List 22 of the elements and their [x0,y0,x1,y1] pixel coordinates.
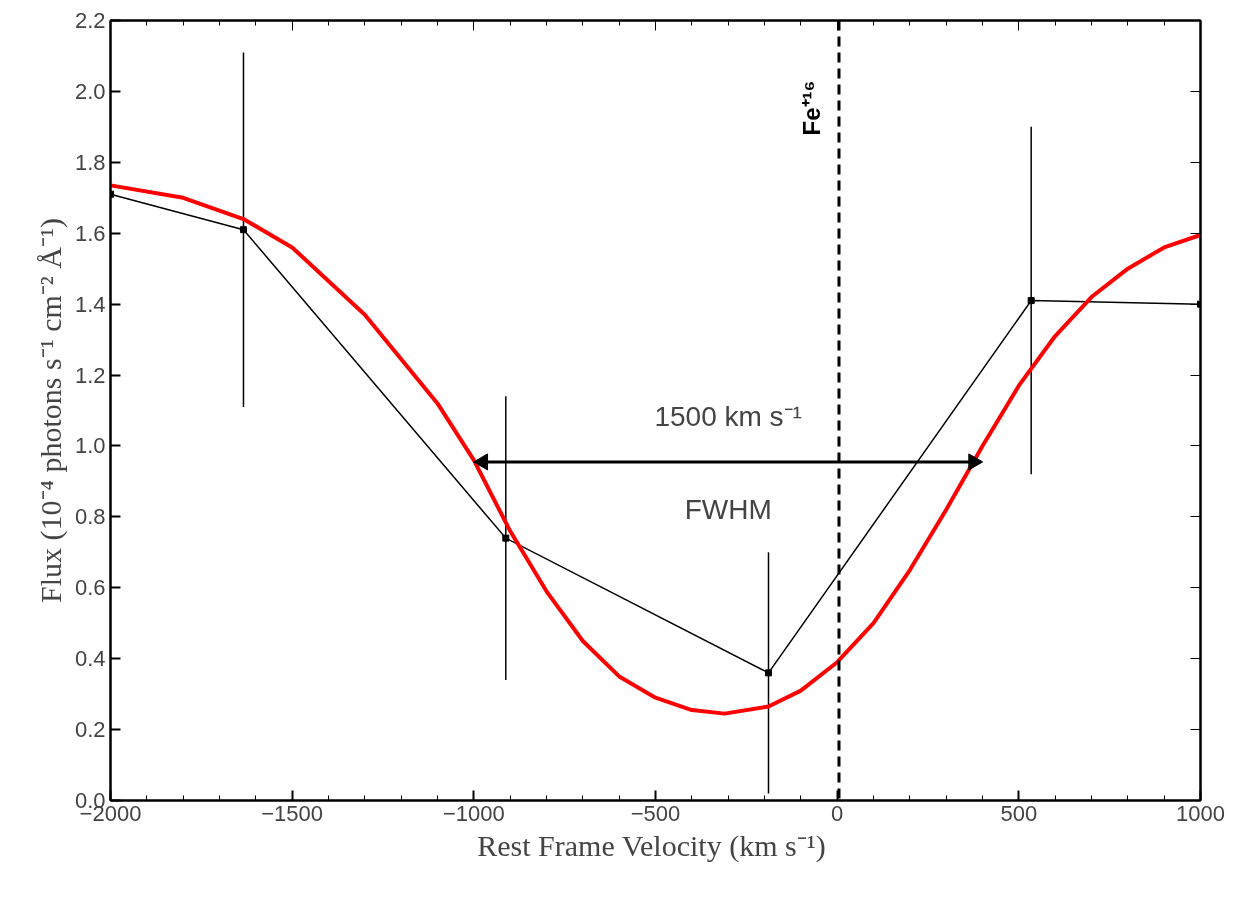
y-axis-title: Flux (10⁻⁴ photons s⁻¹ cm⁻² Å⁻¹) [33,218,68,603]
y-tick-label: 0.6 [74,575,106,601]
annotation: 1500 km s⁻¹ [654,401,802,433]
y-tick-label: 1.2 [74,362,106,388]
x-tick-label: 500 [1000,800,1038,826]
y-tick-label: 2.0 [74,78,106,104]
y-tick-label: 0.2 [74,717,106,743]
y-tick-label: 1.4 [74,291,106,317]
ref-line-label: Fe⁺¹⁶ [797,80,825,136]
y-tick-label: 1.6 [74,220,106,246]
y-tick-label: 2.2 [74,8,106,33]
annotation: FWHM [684,494,772,526]
y-tick-label: 0.4 [74,646,106,672]
x-tick-label: −500 [630,800,681,826]
x-tick-label: 0 [831,800,844,826]
x-axis-title: Rest Frame Velocity (km s⁻¹) [477,828,826,863]
x-tick-label: −1500 [261,800,324,826]
x-tick-label: 1000 [1176,800,1225,826]
y-tick-label: 1.0 [74,433,106,459]
y-tick-label: 1.8 [74,149,106,175]
y-tick-label: 0.8 [74,504,106,530]
x-tick-label: −1000 [442,800,505,826]
